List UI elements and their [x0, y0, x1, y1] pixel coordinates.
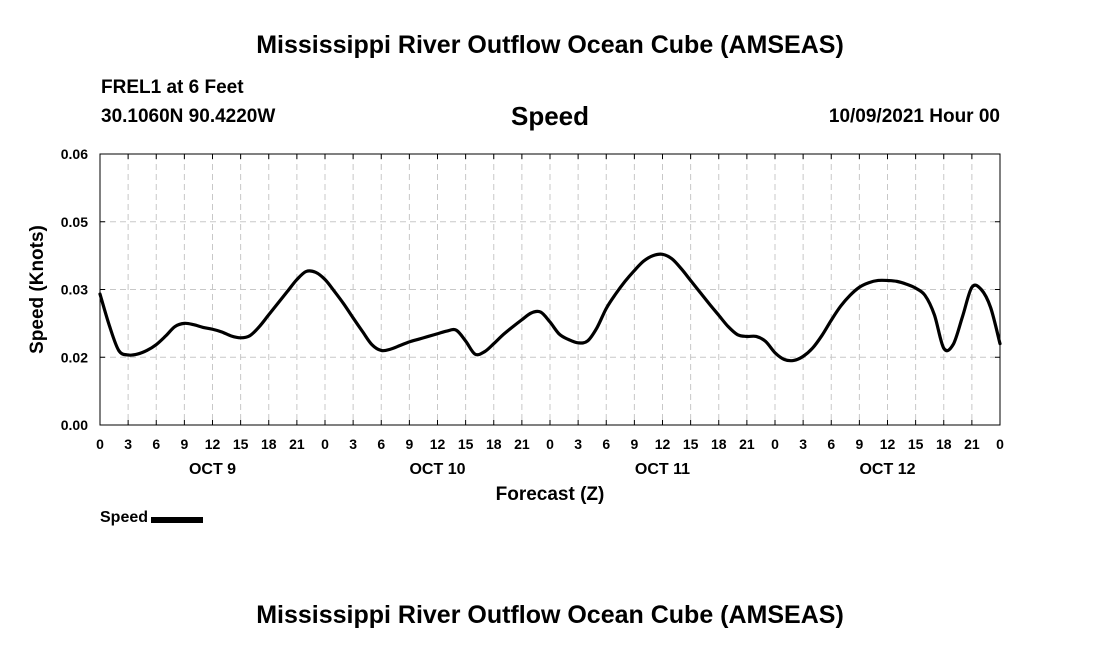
- day-label: OCT 10: [409, 461, 465, 478]
- x-tick-label: 21: [739, 436, 755, 452]
- x-tick-label: 0: [546, 436, 554, 452]
- day-label: OCT 11: [635, 461, 690, 478]
- forecast-datetime: 10/09/2021 Hour 00: [828, 106, 1000, 127]
- x-tick-label: 15: [233, 436, 249, 452]
- y-tick-label: 0.03: [61, 282, 88, 298]
- x-tick-label: 9: [630, 436, 638, 452]
- x-tick-label: 15: [683, 436, 699, 452]
- axis-labels: 0 3 6 9 12 15 18 21 0 3 6 9 12 15 18 21 0 3 6 9 12 15 18 21 0 3 6 9…: [61, 146, 1004, 478]
- x-tick-label: 6: [827, 436, 835, 452]
- x-tick-label: 9: [180, 436, 188, 452]
- x-tick-label: 18: [711, 436, 727, 452]
- x-tick-label: 9: [405, 436, 413, 452]
- y-tick-label: 0.06: [61, 146, 88, 162]
- x-tick-label: 3: [799, 436, 807, 452]
- legend: Speed: [100, 509, 204, 527]
- chart-title: Speed: [510, 101, 590, 131]
- day-label: OCT 12: [859, 461, 915, 478]
- station-label: FREL1 at 6 Feet: [101, 77, 244, 98]
- x-tick-label: 9: [855, 436, 863, 452]
- footer-title: Mississippi River Outflow Ocean Cube (AM…: [256, 601, 844, 629]
- x-tick-label: 12: [655, 436, 671, 452]
- x-tick-label: 0: [771, 436, 779, 452]
- x-tick-label: 12: [430, 436, 446, 452]
- x-tick-label: 18: [261, 436, 277, 452]
- x-tick-label: 12: [880, 436, 896, 452]
- x-tick-label: 12: [205, 436, 221, 452]
- x-tick-label: 21: [964, 436, 980, 452]
- y-tick-label: 0.02: [61, 349, 88, 365]
- speed-series-line: [98, 252, 1002, 363]
- day-label: OCT 9: [189, 461, 236, 478]
- x-tick-label: 6: [152, 436, 160, 452]
- x-tick-label: 0: [321, 436, 329, 452]
- coordinates-label: 30.1060N 90.4220W: [101, 106, 276, 127]
- y-axis-title: Speed (Knots): [27, 225, 48, 354]
- grid: [100, 154, 1000, 425]
- x-tick-label: 21: [514, 436, 530, 452]
- x-tick-label: 15: [458, 436, 474, 452]
- x-axis-title: Forecast (Z): [496, 484, 605, 505]
- page-title: Mississippi River Outflow Ocean Cube (AM…: [256, 31, 844, 59]
- x-tick-label: 3: [349, 436, 357, 452]
- x-tick-label: 6: [602, 436, 610, 452]
- x-tick-label: 18: [936, 436, 952, 452]
- x-tick-label: 21: [289, 436, 305, 452]
- axis-ticks: [99, 153, 1001, 426]
- x-tick-label: 3: [124, 436, 132, 452]
- x-tick-label: 0: [996, 436, 1004, 452]
- y-tick-label: 0.00: [61, 417, 88, 433]
- legend-label: Speed: [100, 509, 149, 526]
- y-tick-label: 0.05: [61, 214, 88, 230]
- x-tick-label: 15: [908, 436, 924, 452]
- x-tick-label: 3: [574, 436, 582, 452]
- legend-swatch: [151, 516, 204, 523]
- x-tick-label: 0: [96, 436, 104, 452]
- x-tick-label: 18: [486, 436, 502, 452]
- x-tick-label: 6: [377, 436, 385, 452]
